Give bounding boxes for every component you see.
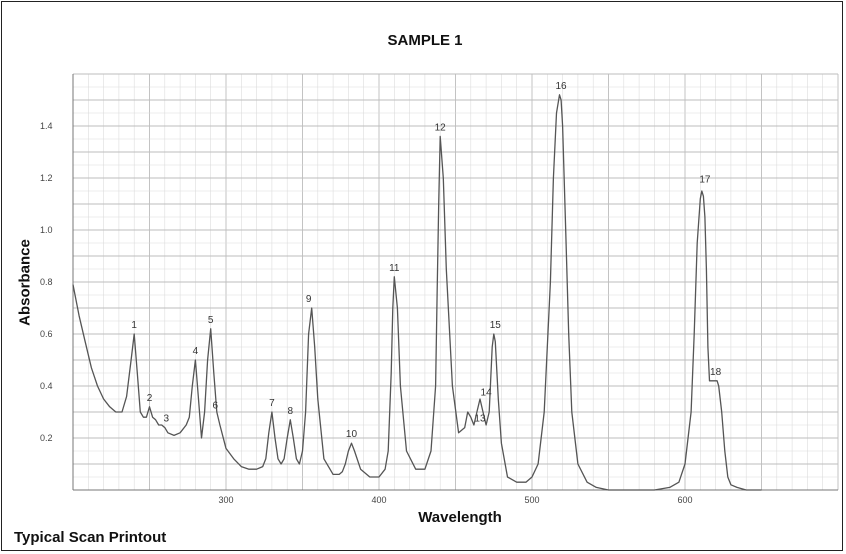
- peak-label: 11: [389, 263, 400, 274]
- peak-label: 1: [131, 320, 137, 331]
- peak-label: 12: [435, 122, 447, 133]
- chart-caption: Typical Scan Printout: [14, 529, 167, 546]
- peak-label: 3: [164, 414, 170, 425]
- y-tick-label: 0.6: [40, 329, 53, 339]
- peak-label: 13: [474, 414, 486, 425]
- y-tick-label: 0.4: [40, 381, 53, 391]
- chart-title: SAMPLE 1: [387, 32, 463, 49]
- y-tick-label: 1.4: [40, 121, 53, 131]
- peak-label: 18: [710, 367, 722, 378]
- peak-label: 15: [490, 320, 502, 331]
- peak-label: 5: [208, 315, 214, 326]
- x-tick-label: 600: [677, 495, 692, 505]
- peak-label: 2: [147, 393, 153, 404]
- y-tick-label: 1.0: [40, 225, 53, 235]
- x-tick-label: 300: [218, 495, 233, 505]
- peak-label: 9: [306, 294, 312, 305]
- series-line: [72, 94, 762, 491]
- x-axis-label: Wavelength: [418, 509, 502, 526]
- peak-label: 6: [213, 401, 219, 412]
- y-tick-label: 0.2: [40, 433, 53, 443]
- x-tick-label: 400: [371, 495, 386, 505]
- y-tick-label: 1.2: [40, 173, 53, 183]
- x-tick-label: 500: [524, 495, 539, 505]
- y-tick-label: 0.8: [40, 277, 53, 287]
- peak-label: 4: [193, 346, 199, 357]
- peak-label: 16: [556, 81, 568, 92]
- peak-label: 8: [287, 406, 293, 417]
- peak-label: 14: [481, 388, 493, 399]
- peak-label: 7: [269, 398, 275, 409]
- peak-label: 10: [346, 429, 358, 440]
- peak-label: 17: [699, 174, 711, 185]
